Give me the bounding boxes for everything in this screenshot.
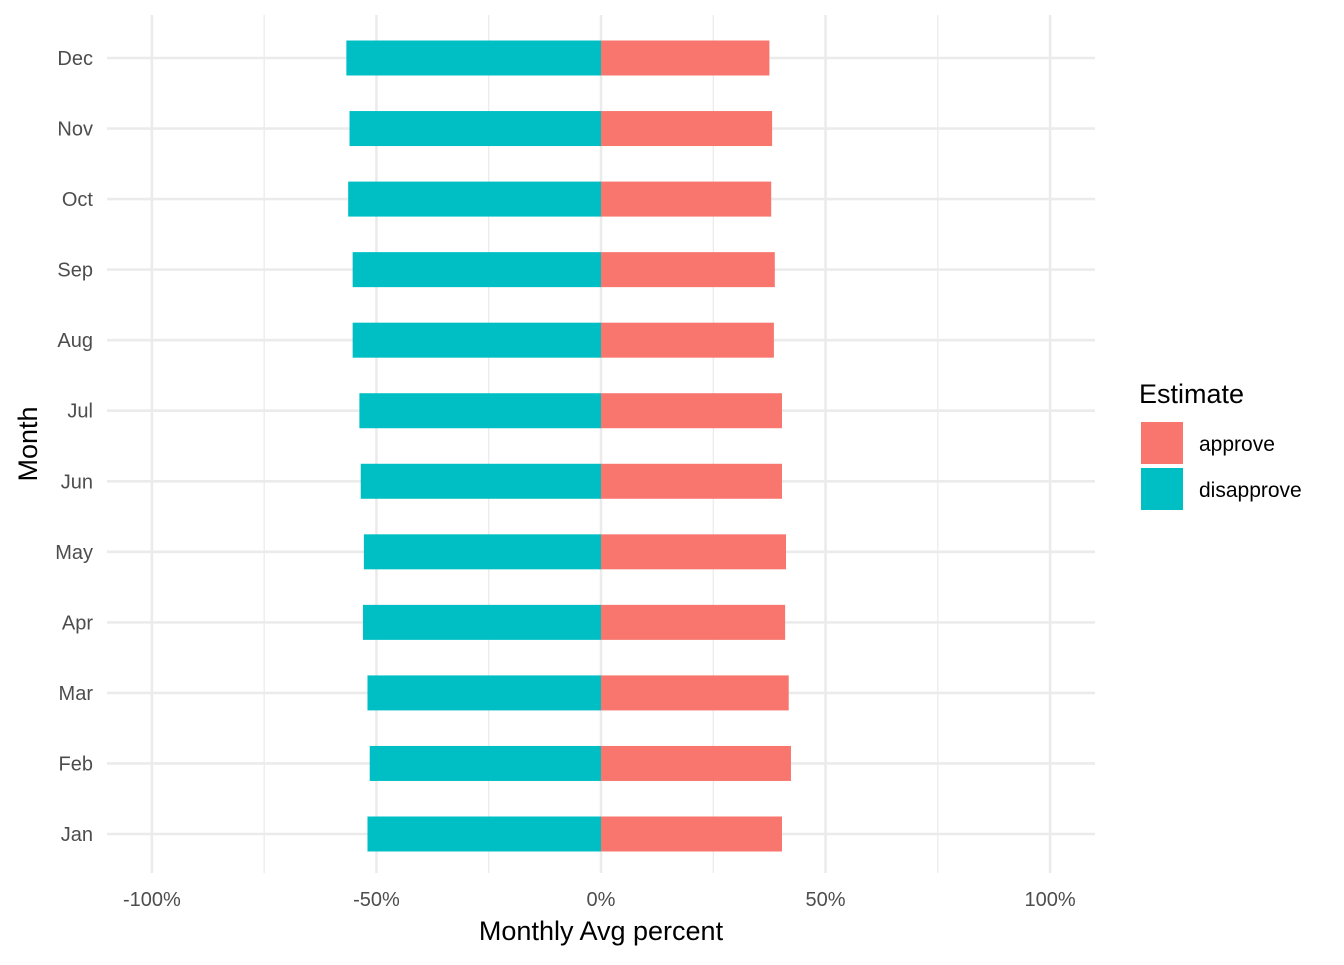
legend-key-approve [1141, 422, 1183, 464]
y-tick-label: Oct [62, 189, 94, 211]
x-tick-label: 50% [806, 889, 846, 911]
y-tick-label: Feb [59, 753, 93, 775]
bar-disapprove-mar [367, 675, 601, 711]
bar-disapprove-oct [348, 181, 601, 217]
bar-approve-dec [601, 40, 770, 76]
y-tick-label: Jul [67, 401, 93, 423]
bar-approve-oct [601, 181, 772, 217]
bar-disapprove-jan [367, 816, 601, 852]
y-axis-title: Month [13, 406, 43, 481]
bar-approve-may [601, 534, 787, 570]
x-tick-label: -50% [353, 889, 400, 911]
bar-disapprove-feb [369, 745, 601, 781]
bar-approve-sep [601, 252, 775, 288]
tick-labels: Jan Feb Mar Apr May Jun Jul Aug Sep Oct Nov Dec -100… [55, 48, 1076, 911]
legend-label-disapprove: disapprove [1199, 479, 1302, 502]
bar-disapprove-dec [346, 40, 601, 76]
bar-disapprove-sep [352, 252, 601, 288]
bar-approve-apr [601, 604, 786, 640]
y-tick-label: Mar [59, 683, 94, 705]
y-tick-label: May [55, 542, 93, 564]
bar-disapprove-may [363, 534, 601, 570]
x-tick-label: -100% [123, 889, 181, 911]
bar-disapprove-apr [362, 604, 601, 640]
legend-label-approve: approve [1199, 433, 1275, 456]
bar-approve-feb [601, 745, 791, 781]
legend: Estimate approve disapprove [1139, 379, 1302, 510]
y-tick-label: Jun [61, 471, 93, 493]
legend-key-disapprove [1141, 468, 1183, 510]
bar-disapprove-jul [359, 393, 601, 429]
bar-disapprove-aug [352, 322, 601, 358]
y-tick-label: Apr [62, 612, 93, 634]
y-tick-label: Dec [57, 48, 93, 70]
y-tick-label: Jan [61, 824, 93, 846]
y-tick-label: Sep [57, 260, 93, 282]
bar-approve-jul [601, 393, 782, 429]
legend-title: Estimate [1139, 379, 1244, 409]
bar-approve-mar [601, 675, 789, 711]
x-axis-title: Monthly Avg percent [479, 916, 724, 946]
bar-disapprove-nov [349, 111, 601, 147]
x-tick-label: 100% [1025, 889, 1076, 911]
bar-approve-aug [601, 322, 774, 358]
bar-approve-jan [601, 816, 782, 852]
x-tick-label: 0% [587, 889, 616, 911]
bars [346, 40, 791, 852]
bar-approve-nov [601, 111, 773, 147]
y-tick-label: Nov [57, 119, 93, 141]
y-tick-label: Aug [57, 330, 93, 352]
bar-approve-jun [601, 463, 782, 499]
bar-disapprove-jun [360, 463, 601, 499]
